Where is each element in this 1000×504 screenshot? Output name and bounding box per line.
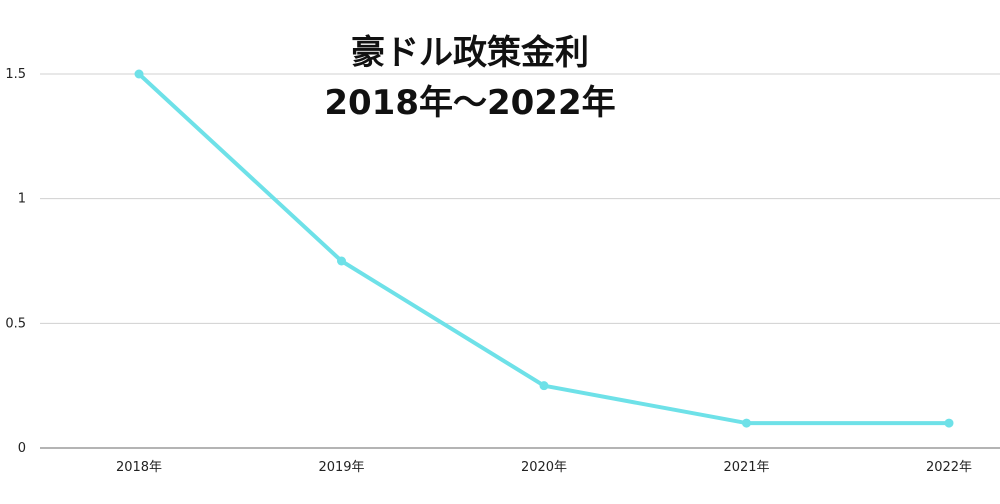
x-tick-label: 2019年 xyxy=(318,460,364,475)
y-axis-ticks: 0 0.5 1 1.5 xyxy=(5,67,26,456)
chart-title-line-2: 2018年～2022年 xyxy=(324,83,616,123)
series-line xyxy=(137,72,951,426)
y-tick-label: 1.5 xyxy=(5,67,26,82)
x-axis-ticks: 2018年 2019年 2020年 2021年 2022年 xyxy=(116,460,972,475)
y-tick-label: 0 xyxy=(18,441,26,456)
data-point xyxy=(134,69,144,79)
y-tick-label: 0.5 xyxy=(5,316,26,331)
series-layer xyxy=(134,69,954,428)
data-point xyxy=(742,418,751,428)
data-point xyxy=(337,256,346,266)
x-tick-label: 2022年 xyxy=(926,460,972,475)
grid-lines xyxy=(40,73,1000,449)
x-tick-label: 2021年 xyxy=(723,460,769,475)
y-tick-label: 1 xyxy=(18,192,26,207)
x-tick-label: 2020年 xyxy=(521,460,567,475)
chart-title-line-1: 豪ドル政策金利 xyxy=(351,33,589,73)
data-point xyxy=(539,381,549,391)
data-point xyxy=(944,418,954,428)
x-tick-label: 2018年 xyxy=(116,460,162,475)
